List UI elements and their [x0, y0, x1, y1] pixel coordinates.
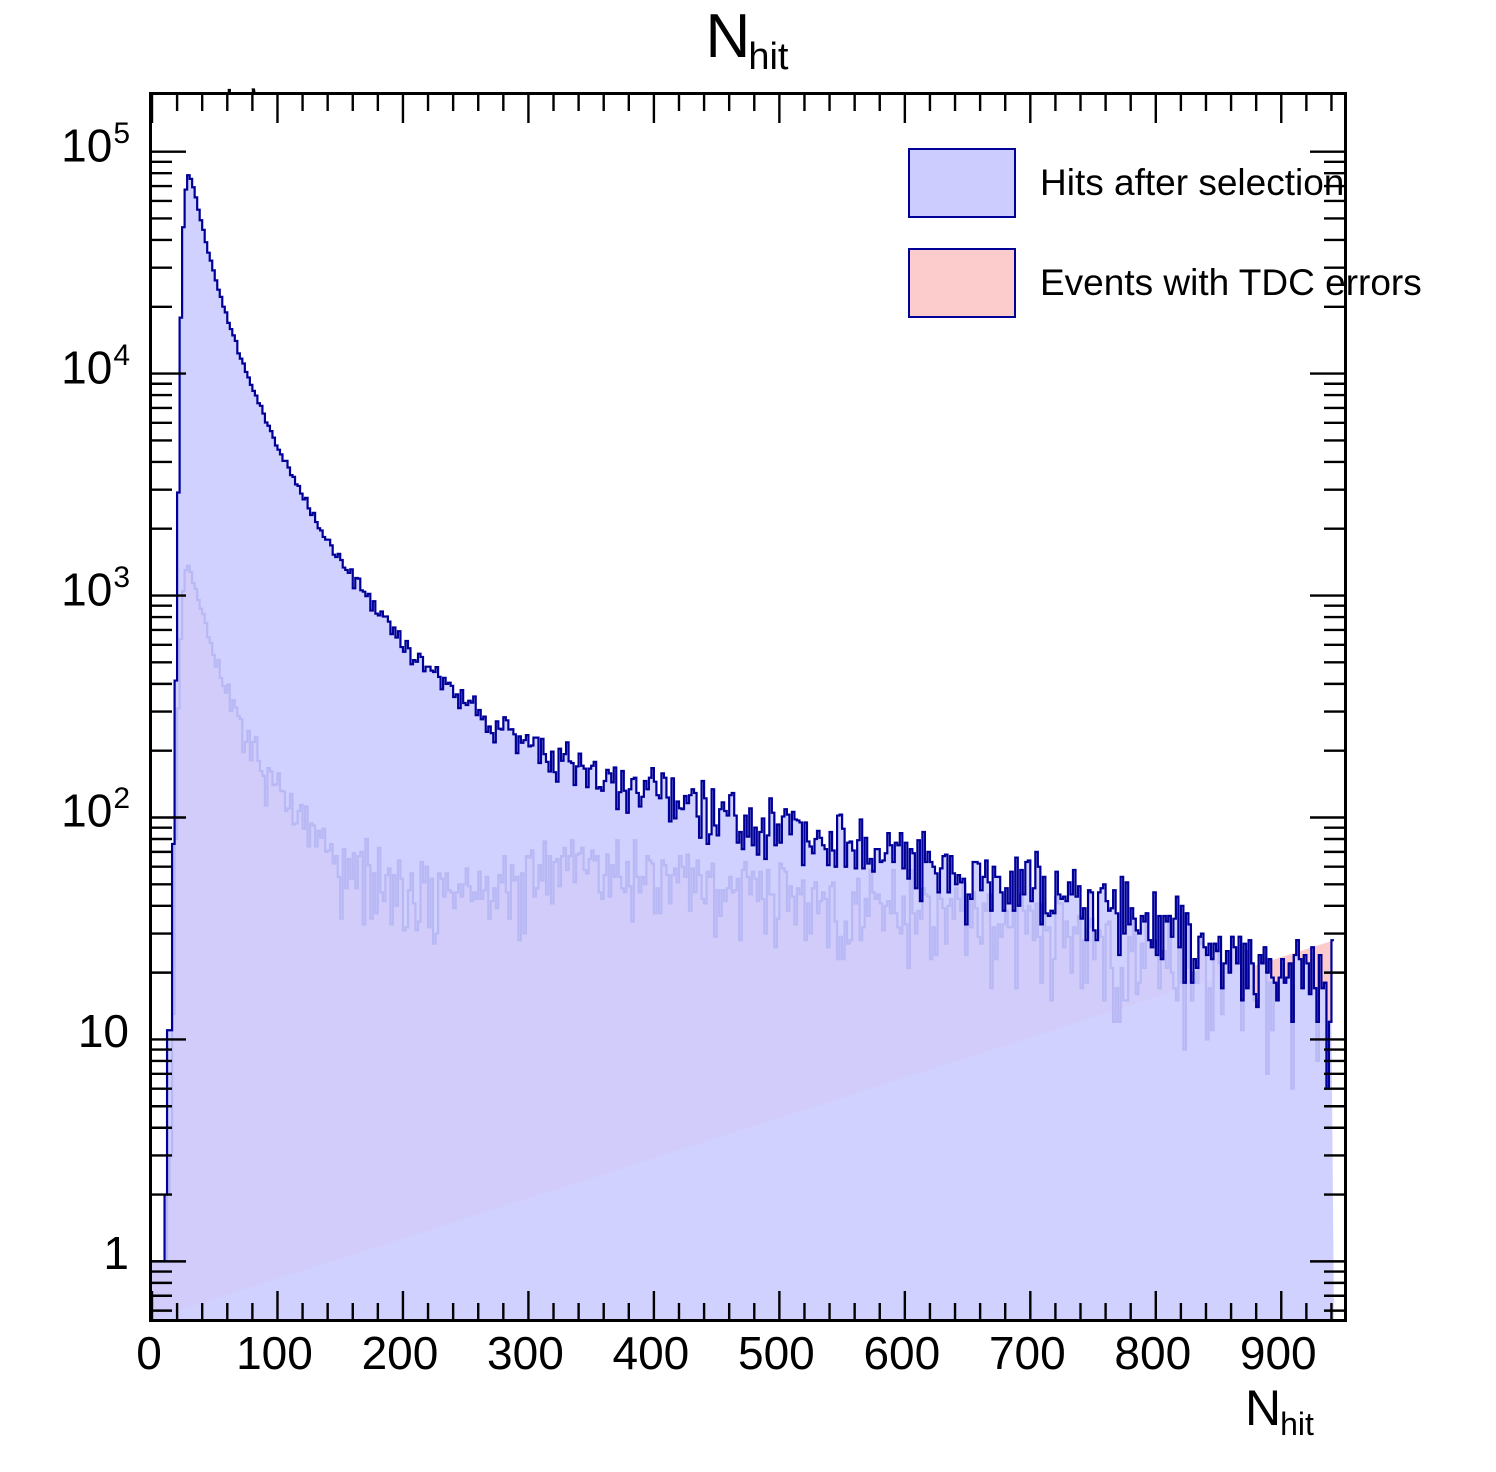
x-tick-label-0: 0 — [136, 1327, 162, 1379]
legend: Hits after selection Events with TDC err… — [908, 148, 1422, 318]
blue-fill-area — [152, 175, 1334, 1319]
y-tick-label-2: 103 — [61, 560, 130, 615]
y-tick-label-0: 105 — [61, 116, 130, 171]
x-tick-label-6: 600 — [863, 1327, 941, 1379]
x-axis-title-main: N — [1245, 1380, 1282, 1436]
x-tick-label-3: 300 — [487, 1327, 564, 1379]
plot-frame — [149, 92, 1347, 1322]
y-tick-label-4: 10 — [77, 1005, 129, 1058]
x-tick-label-5: 500 — [737, 1327, 815, 1379]
x-tick-label-9: 900 — [1239, 1327, 1317, 1379]
legend-swatch-blue — [908, 148, 1016, 218]
title-subscript: hit — [748, 36, 789, 78]
x-tick-label-8: 800 — [1114, 1327, 1192, 1379]
histogram-svg — [152, 95, 1344, 1319]
x-tick-label-1: 100 — [236, 1327, 313, 1379]
y-tick-label-5: 1 — [103, 1227, 129, 1280]
legend-swatch-pink — [908, 248, 1016, 318]
legend-entry-events-with-tdc-errors: Events with TDC errors — [908, 248, 1422, 318]
x-tick-label-7: 700 — [988, 1327, 1066, 1379]
axis-ticks — [152, 95, 1344, 1319]
legend-entry-hits-after-selection: Hits after selection — [908, 148, 1344, 218]
x-axis-title-subscript: hit — [1280, 1406, 1314, 1442]
legend-label-1: Events with TDC errors — [1040, 262, 1422, 303]
series-hits-after-selection — [152, 174, 1334, 1319]
blue-outline — [152, 174, 1332, 1263]
page-title: Nhit — [0, 6, 1496, 77]
y-tick-label-3: 102 — [61, 782, 130, 837]
x-tick-label-4: 400 — [612, 1327, 690, 1379]
y-tick-label-1: 104 — [61, 338, 130, 393]
x-tick-label-2: 200 — [361, 1327, 439, 1379]
x-axis-title: Nhit — [1245, 1380, 1315, 1440]
title-main: N — [705, 2, 751, 71]
legend-label-0: Hits after selection — [1040, 162, 1345, 203]
